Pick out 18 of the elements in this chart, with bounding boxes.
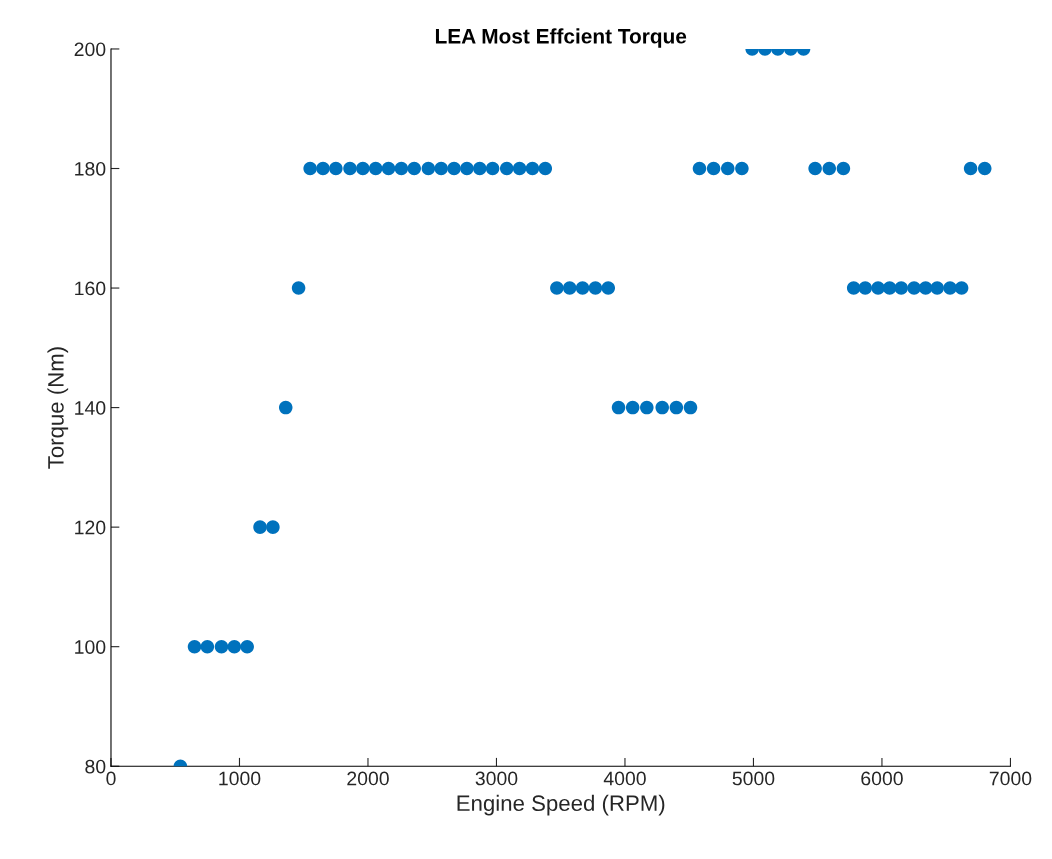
- y-tick-label: 80: [85, 759, 106, 774]
- x-tick-label: 7000: [989, 771, 1032, 786]
- y-tick-label: 100: [75, 640, 106, 654]
- y-tick-label: 140: [75, 401, 106, 415]
- x-tick-label: 2000: [347, 771, 389, 786]
- x-tick-label: 0: [106, 771, 116, 786]
- x-tick-label: 1000: [219, 771, 261, 786]
- y-axis-title: Torque (Nm): [47, 347, 69, 469]
- y-tick-label: 200: [74, 42, 106, 57]
- y-tick-label: 160: [75, 281, 106, 296]
- x-tick-label: 6000: [861, 771, 903, 786]
- y-tick-label: 120: [75, 520, 106, 535]
- x-tick-label: 5000: [732, 771, 775, 786]
- x-axis-title: Engine Speed (RPM): [457, 794, 665, 816]
- x-tick-label: 4000: [603, 771, 646, 786]
- chart-title: LEA Most Effcient Torque: [435, 28, 687, 48]
- x-tick-label: 3000: [475, 771, 518, 786]
- y-tick-label: 180: [75, 161, 106, 176]
